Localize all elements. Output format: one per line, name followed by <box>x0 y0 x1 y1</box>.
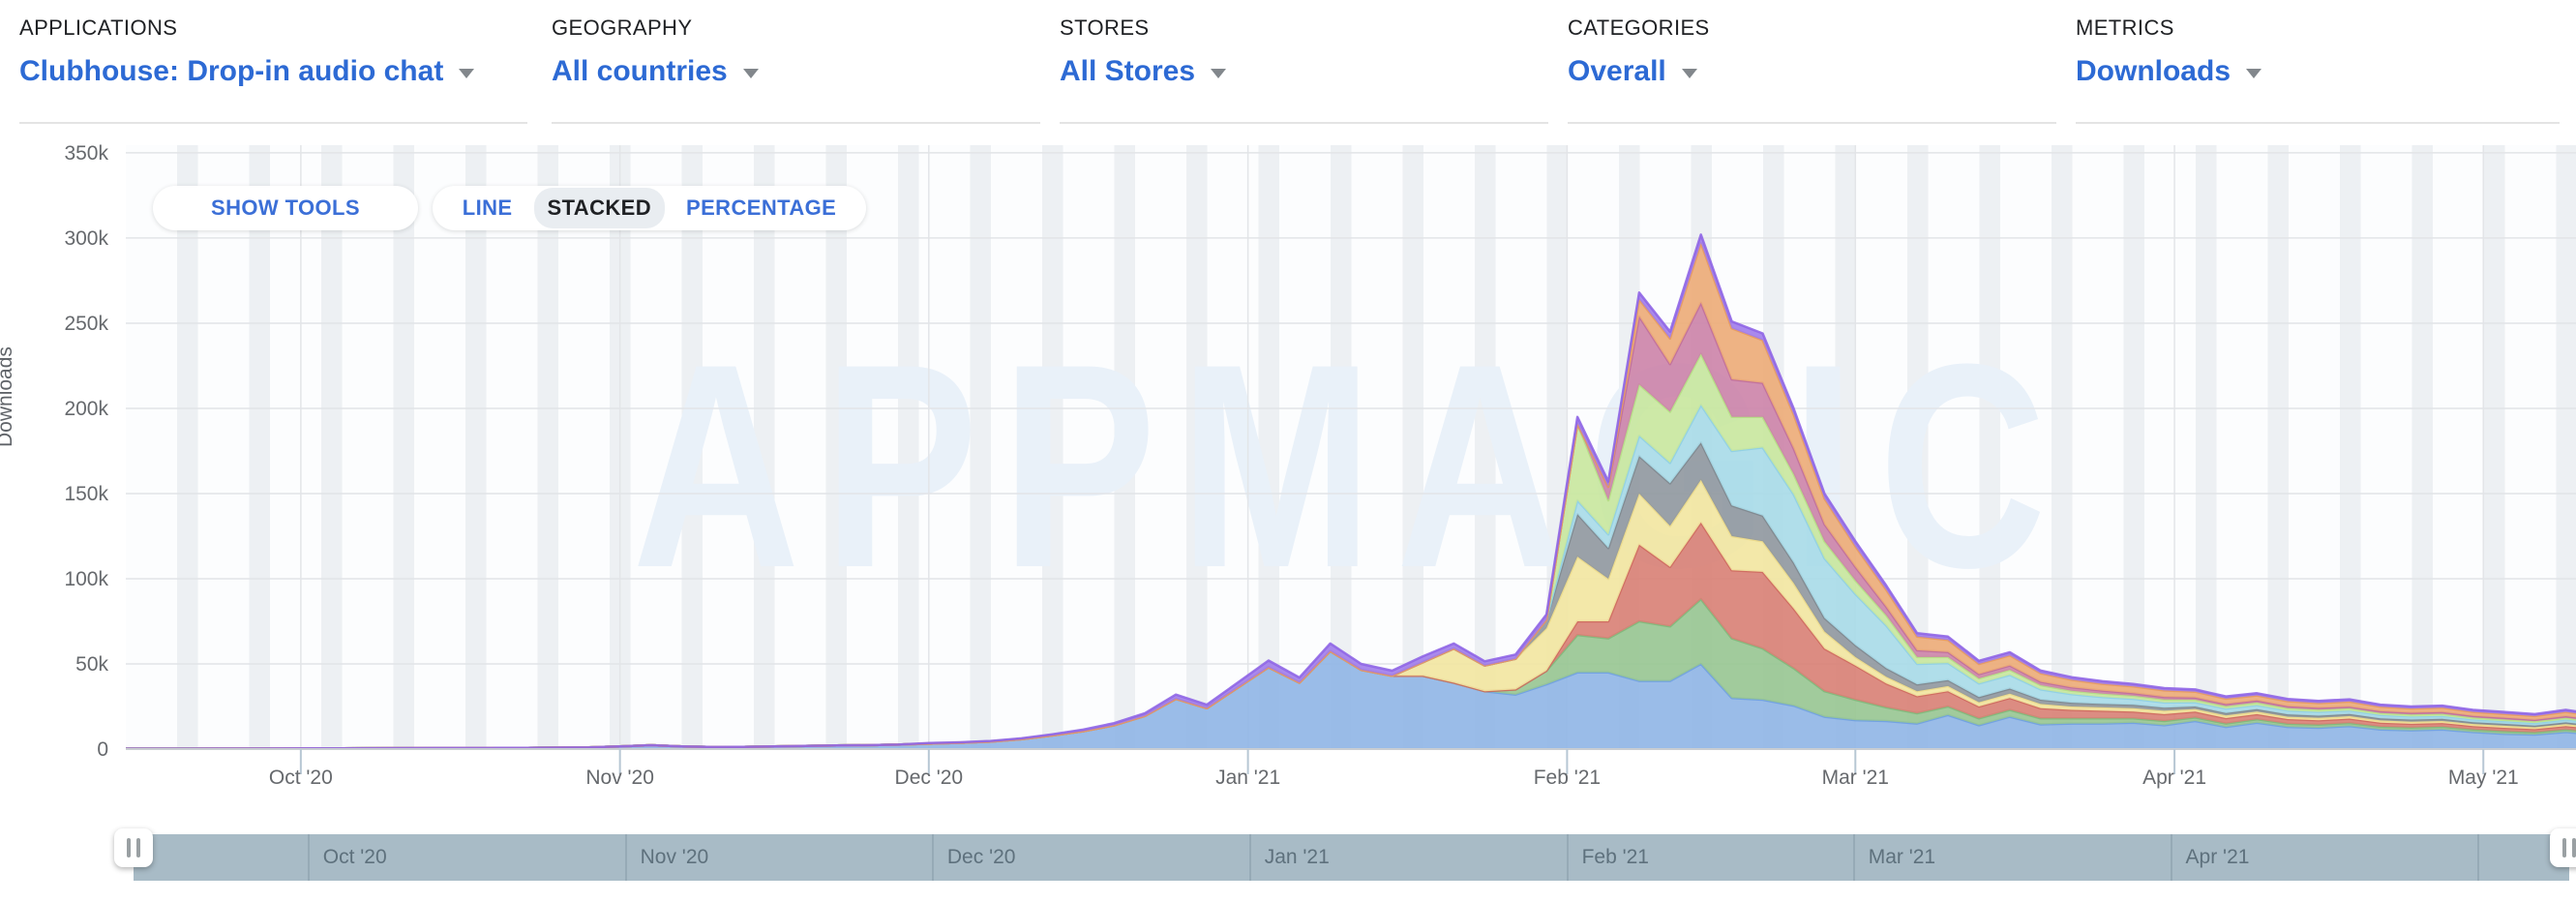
navigator-month-separator <box>931 834 934 881</box>
navigator-month-separator <box>624 834 627 881</box>
chart-mode-pill: LINE STACKED PERCENTAGE <box>433 186 866 230</box>
chevron-down-icon <box>742 69 759 78</box>
filter-stores[interactable]: STORES All Stores <box>1060 17 1548 124</box>
x-tick-label: Oct '20 <box>268 767 333 789</box>
x-tick-label: Mar '21 <box>1821 767 1889 789</box>
navigator-month-separator <box>2476 834 2479 881</box>
navigator-month-label: Nov '20 <box>640 846 709 868</box>
filter-label: STORES <box>1060 15 1150 40</box>
metrics-value: Downloads <box>2076 55 2232 87</box>
chevron-down-icon <box>1211 69 1227 78</box>
tab-percentage[interactable]: PERCENTAGE <box>673 188 850 228</box>
navigator-month-separator <box>1566 834 1569 881</box>
y-tick-label: 250k <box>64 312 108 335</box>
y-tick-label: 100k <box>64 567 108 590</box>
metrics-dropdown[interactable]: Downloads <box>2076 55 2560 88</box>
chart-plot-area[interactable]: APPMAGIC <box>126 145 2576 774</box>
stores-dropdown[interactable]: All Stores <box>1060 55 1548 88</box>
filter-label: METRICS <box>2076 15 2174 40</box>
navigator-month-label: Mar '21 <box>1868 846 1936 868</box>
filter-label: APPLICATIONS <box>19 15 178 40</box>
x-tick-label: Feb '21 <box>1533 767 1602 789</box>
y-tick-label: 150k <box>64 482 108 505</box>
chevron-down-icon <box>1681 69 1697 78</box>
navigator-month-separator <box>307 834 310 881</box>
show-tools-pill: SHOW TOOLS <box>153 186 418 230</box>
filter-metrics[interactable]: METRICS Downloads <box>2076 17 2560 124</box>
navigator-month-label: Dec '20 <box>946 846 1016 868</box>
geography-value: All countries <box>552 55 728 87</box>
chevron-down-icon <box>2246 69 2262 78</box>
navigator-month-label: Apr '21 <box>2185 846 2250 868</box>
date-range-navigator[interactable]: Oct '20 Nov '20 Dec '20 Jan '21 Feb '21 Mar '… <box>114 828 2576 881</box>
applications-value: Clubhouse: Drop-in audio chat <box>19 55 444 87</box>
categories-dropdown[interactable]: Overall <box>1568 55 2056 88</box>
navigator-left-handle[interactable] <box>114 828 153 867</box>
y-tick-label: 200k <box>64 397 108 420</box>
y-tick-label: 350k <box>64 141 108 165</box>
applications-dropdown[interactable]: Clubhouse: Drop-in audio chat <box>19 55 527 88</box>
navigator-right-handle[interactable] <box>2550 828 2576 867</box>
geography-dropdown[interactable]: All countries <box>552 55 1040 88</box>
stacked-area-chart-svg[interactable] <box>126 145 2576 784</box>
x-tick-label: May '21 <box>2447 767 2519 789</box>
navigator-month-separator <box>1248 834 1251 881</box>
y-tick-label: 0 <box>97 738 108 761</box>
y-tick-label: 50k <box>75 652 108 676</box>
filter-categories[interactable]: CATEGORIES Overall <box>1568 17 2056 124</box>
navigator-month-separator <box>2170 834 2172 881</box>
navigator-month-label: Oct '20 <box>322 846 387 868</box>
filter-applications[interactable]: APPLICATIONS Clubhouse: Drop-in audio ch… <box>19 17 527 124</box>
navigator-month-label: Feb '21 <box>1581 846 1649 868</box>
navigator-month-label: Jan '21 <box>1264 846 1330 868</box>
categories-value: Overall <box>1568 55 1666 87</box>
stores-value: All Stores <box>1060 55 1196 87</box>
navigator-month-separator <box>1852 834 1855 881</box>
chevron-down-icon <box>459 69 475 78</box>
filter-geography[interactable]: GEOGRAPHY All countries <box>552 17 1040 124</box>
y-tick-label: 300k <box>64 226 108 250</box>
filter-label: GEOGRAPHY <box>552 15 693 40</box>
tab-line[interactable]: LINE <box>449 188 526 228</box>
x-tick-label: Dec '20 <box>894 767 964 789</box>
x-tick-label: Nov '20 <box>585 767 654 789</box>
tab-stacked[interactable]: STACKED <box>533 188 666 228</box>
filter-label: CATEGORIES <box>1568 15 1710 40</box>
x-tick-label: Apr '21 <box>2142 767 2207 789</box>
show-tools-button[interactable]: SHOW TOOLS <box>197 188 374 228</box>
x-tick-label: Jan '21 <box>1215 767 1281 789</box>
